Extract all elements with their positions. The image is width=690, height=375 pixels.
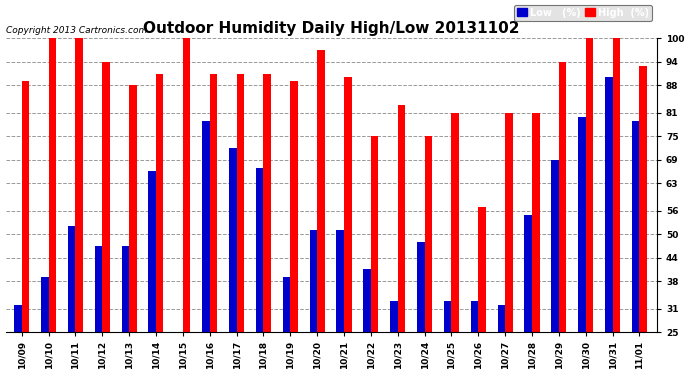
Bar — [156, 74, 164, 332]
Bar — [41, 277, 48, 332]
Bar — [256, 168, 264, 332]
Bar — [451, 113, 459, 332]
Bar — [344, 77, 351, 332]
Title: Outdoor Humidity Daily High/Low 20131102: Outdoor Humidity Daily High/Low 20131102 — [143, 21, 520, 36]
Bar — [505, 113, 513, 332]
Bar — [75, 38, 83, 332]
Bar — [397, 105, 405, 332]
Legend: Low   (%), High  (%): Low (%), High (%) — [514, 5, 652, 21]
Bar — [21, 81, 29, 332]
Bar — [532, 113, 540, 332]
Bar — [14, 305, 21, 332]
Bar — [237, 74, 244, 332]
Bar — [102, 62, 110, 332]
Bar — [337, 230, 344, 332]
Bar — [310, 230, 317, 332]
Bar — [390, 301, 397, 332]
Bar — [551, 160, 559, 332]
Bar — [48, 38, 56, 332]
Bar — [290, 81, 298, 332]
Bar — [559, 62, 566, 332]
Bar — [417, 242, 424, 332]
Bar — [586, 38, 593, 332]
Bar — [497, 305, 505, 332]
Bar — [183, 38, 190, 332]
Bar — [371, 136, 378, 332]
Bar — [613, 38, 620, 332]
Bar — [364, 270, 371, 332]
Bar — [95, 246, 102, 332]
Bar — [121, 246, 129, 332]
Bar — [605, 77, 613, 332]
Bar — [210, 74, 217, 332]
Bar — [317, 50, 325, 332]
Bar — [524, 214, 532, 332]
Bar — [129, 85, 137, 332]
Bar — [478, 207, 486, 332]
Bar — [640, 66, 647, 332]
Bar — [229, 148, 237, 332]
Bar — [68, 226, 75, 332]
Bar — [632, 120, 640, 332]
Bar — [264, 74, 271, 332]
Bar — [202, 120, 210, 332]
Bar — [578, 117, 586, 332]
Bar — [148, 171, 156, 332]
Bar — [283, 277, 290, 332]
Bar — [471, 301, 478, 332]
Text: Copyright 2013 Cartronics.com: Copyright 2013 Cartronics.com — [6, 27, 147, 36]
Bar — [424, 136, 432, 332]
Bar — [444, 301, 451, 332]
